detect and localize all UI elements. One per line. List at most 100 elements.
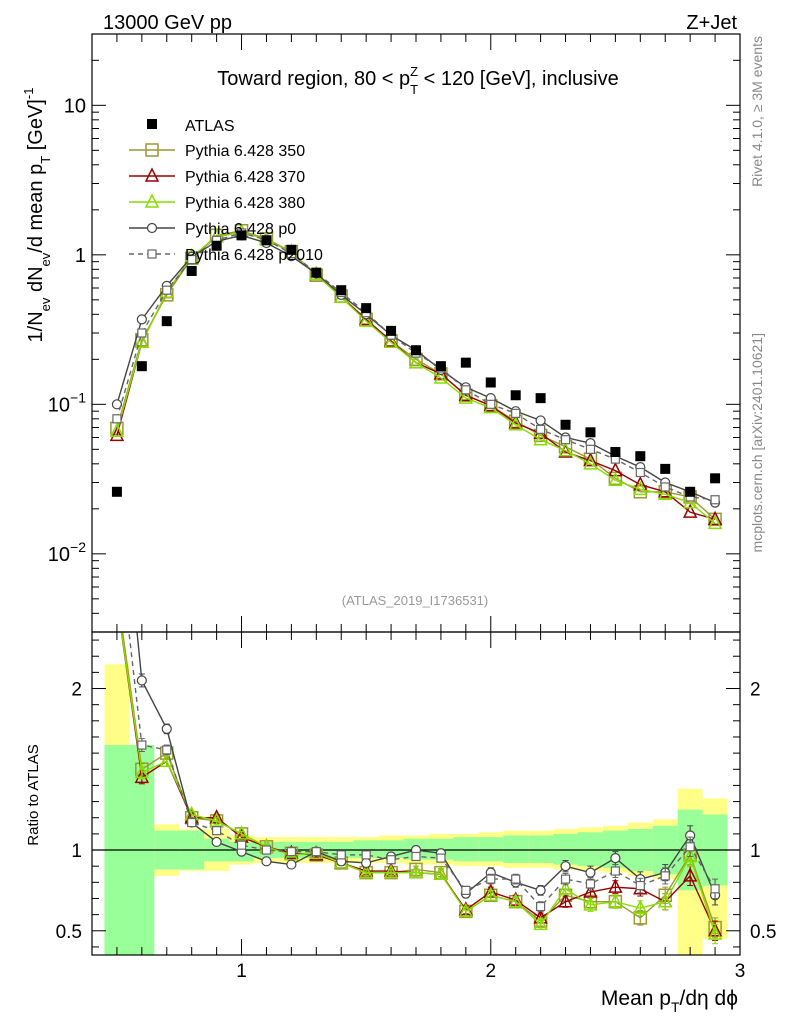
main-point-2-22 (658, 485, 673, 501)
main-ytick-base: 10 (48, 544, 70, 566)
ratio-point-2-23 (682, 847, 698, 863)
ratio-point-3-4 (211, 836, 222, 848)
main-y-axis-label: 1/Nev dNev/d mean pT [GeV]-1 (21, 88, 53, 343)
ratio-point-2-5 (234, 825, 249, 840)
ratio-band-inner-16 (503, 835, 529, 863)
main-point-2-1 (134, 333, 150, 349)
main-point-3-0 (111, 399, 123, 410)
legend-label-0: Pythia 6.428 350 (185, 143, 305, 160)
plot-title-head: Toward region, 80 < p (217, 68, 410, 90)
main-point-4-14 (461, 385, 471, 395)
main-point-4-15 (486, 399, 496, 409)
main-line-4 (116, 232, 716, 501)
ratio-point-1-20 (608, 878, 623, 893)
data-point-5 (236, 230, 247, 241)
data-point-19 (585, 427, 596, 438)
data-point-12 (411, 345, 421, 356)
process-label: Z+Jet (686, 12, 737, 34)
ratio-point-2-0 (111, 593, 123, 605)
ratio-point-4-12 (411, 851, 421, 862)
ratio-y-axis-label: Ratio to ATLAS (25, 744, 42, 845)
main-point-2-11 (383, 333, 399, 349)
analysis-watermark: (ATLAS_2019_I1736531) (342, 593, 488, 608)
ratio-band-inner-14 (453, 837, 479, 862)
plot-title-sub: T (410, 82, 418, 97)
main-point-1-24 (707, 510, 723, 526)
ratio-point-2-19 (583, 896, 598, 911)
ratio-ytick-label-2: 2 (71, 680, 82, 701)
legend-marker-0 (145, 143, 159, 157)
ratio-point-3-19 (585, 867, 596, 878)
main-ytick-base: 10 (64, 95, 86, 117)
ratio-point-2-4 (209, 812, 224, 827)
ratio-point-4-1 (137, 740, 147, 750)
main-point-4-18 (560, 435, 571, 445)
legend-marker-2 (144, 193, 160, 208)
main-y-label-part-4: /d mean p (25, 164, 47, 253)
plot-title-tail: < 120 [GeV], inclusive (418, 68, 619, 90)
main-point-1-23 (682, 503, 698, 518)
main-ytick-label-0: 10 (64, 95, 86, 117)
main-point-2-13 (433, 369, 449, 384)
ratio-band-inner-17 (528, 835, 554, 863)
ratio-point-4-17 (536, 901, 546, 912)
ratio-point-2-15 (483, 886, 498, 901)
main-point-2-23 (682, 493, 698, 509)
ratio-band-inner-18 (553, 833, 578, 865)
main-y-label-part-5: T (38, 156, 53, 164)
data-point-22 (660, 463, 671, 474)
data-point-16 (510, 390, 521, 401)
ratio-point-4-7 (286, 847, 296, 857)
legend-label-2: Pythia 6.428 380 (185, 195, 305, 212)
main-point-4-24 (710, 495, 720, 505)
data-point-0 (111, 486, 122, 497)
legend-marker-3 (146, 222, 158, 234)
x-tick-label-2: 3 (735, 961, 746, 982)
ratio-point-2-18 (558, 880, 573, 895)
x-axis-label: Mean pT/dη dϕ (601, 987, 738, 1015)
ratio-point-2-21 (633, 899, 648, 914)
x-label-part-0: Mean p (601, 987, 671, 1010)
data-point-6 (261, 235, 272, 246)
ratio-point-2-11 (383, 863, 399, 879)
legend-label-3: Pythia 6.428 p0 (185, 221, 296, 238)
legend: ATLAS Pythia 6.428 350 Pythia 6.428 370 Pyt… (129, 118, 323, 264)
ratio-point-4-23 (685, 842, 695, 852)
data-point-2 (161, 316, 172, 327)
ratio-point-3-7 (286, 859, 297, 870)
ratio-point-4-6 (261, 845, 272, 855)
ratio-point-3-2 (161, 723, 172, 735)
legend-marker-1 (144, 167, 160, 182)
data-point-9 (336, 285, 347, 296)
x-tick-label-1: 2 (485, 961, 496, 982)
ratio-point-4-9 (336, 850, 346, 860)
legend-label-1: Pythia 6.428 370 (185, 169, 305, 186)
main-line-3 (116, 234, 716, 504)
main-point-4-1 (137, 328, 147, 338)
ratio-point-2-22 (658, 893, 673, 908)
ratio-line-1 (120, 632, 716, 932)
ratio-point-4-4 (212, 826, 222, 836)
data-point-7 (286, 244, 297, 255)
data-point-8 (311, 267, 322, 278)
ratio-point-4-20 (610, 866, 620, 876)
main-plot-marks (109, 223, 723, 530)
data-point-18 (560, 419, 571, 430)
plot-title: Toward region, 80 < pZ T < 120 [GeV], inc… (217, 64, 618, 97)
ratio-ytick-label-right-2: 2 (750, 680, 761, 701)
ratio-point-4-8 (311, 847, 321, 857)
main-point-4-3 (187, 254, 197, 265)
main-point-4-17 (536, 424, 546, 434)
legend-marker-4 (147, 249, 157, 259)
ratio-point-2-13 (433, 865, 449, 880)
main-y-label-part-0: 1/N (25, 311, 47, 342)
ratio-point-1-0 (111, 593, 123, 605)
main-point-2-24 (707, 514, 723, 530)
legend-label-4: Pythia 6.428 p2010 (185, 247, 323, 264)
data-point-24 (710, 473, 721, 484)
ratio-point-3-18 (560, 861, 571, 872)
main-point-2-18 (558, 441, 573, 457)
data-point-4 (211, 240, 222, 251)
ratio-point-4-24 (710, 884, 720, 894)
